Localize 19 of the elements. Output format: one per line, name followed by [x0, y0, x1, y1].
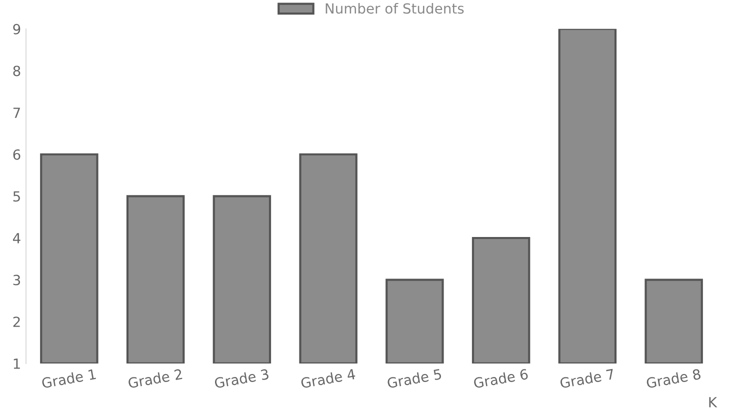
y-tick-label: 5	[13, 191, 20, 202]
x-tick-label: Grade 1	[41, 368, 96, 388]
x-tick-label: Grade 7	[560, 368, 614, 388]
legend-label: Number of Students	[326, 2, 464, 14]
y-tick-label: 6	[13, 149, 20, 160]
y-tick-label: 3	[13, 274, 20, 286]
y-tick-label: 9	[13, 24, 20, 34]
x-axis-title: K	[709, 397, 718, 408]
y-tick-label: 2	[13, 316, 20, 327]
x-tick-label: Grade 2	[128, 368, 182, 388]
y-tick-label: 8	[13, 66, 20, 76]
x-tick-label: Grade 4	[300, 368, 356, 388]
y-tick-label: 7	[13, 108, 20, 118]
x-tick-label: Grade 5	[386, 368, 442, 388]
x-tick-label: Grade 8	[646, 368, 701, 388]
y-tick-label: 4	[12, 233, 20, 244]
x-tick-label: Grade 3	[214, 368, 269, 388]
x-tick-label: Grade 6	[473, 368, 528, 388]
y-tick-label: 1	[14, 358, 20, 369]
